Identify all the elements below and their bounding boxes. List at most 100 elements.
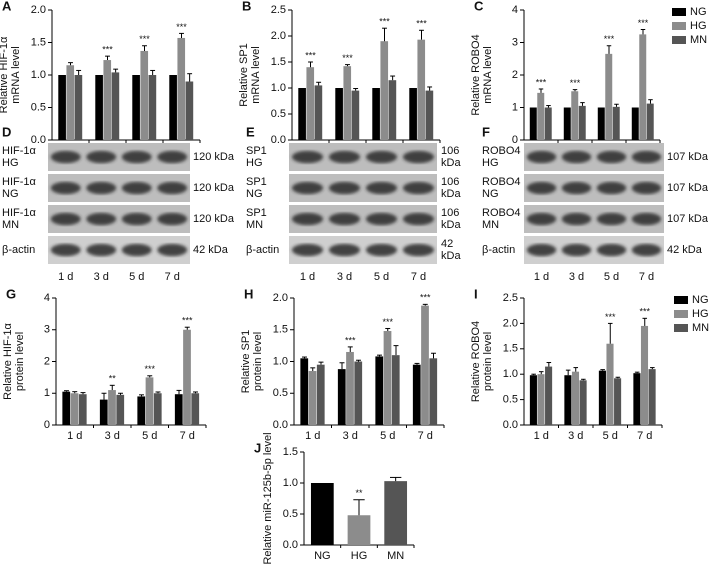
- error-bar: [347, 346, 353, 352]
- error-bar: [422, 303, 428, 306]
- size-label: 120 kDa: [193, 151, 235, 163]
- bar: [343, 66, 352, 140]
- blot-band: [596, 181, 627, 195]
- panel-letter: J: [254, 440, 261, 455]
- lane-label: 5 d: [129, 271, 144, 283]
- significance: ***: [379, 17, 390, 27]
- error-bar: [80, 392, 86, 395]
- bar: [308, 371, 317, 425]
- error-bar: [565, 369, 571, 376]
- blot-band: [631, 150, 662, 164]
- blot-band: [157, 212, 188, 226]
- bar: [111, 72, 120, 140]
- y-tick-label: 2: [512, 69, 518, 81]
- error-bar: [187, 73, 193, 82]
- size-label: 107 kDa: [667, 182, 709, 194]
- bar: [99, 399, 108, 425]
- x-tick-label: NG: [314, 550, 331, 562]
- error-bar: [176, 389, 182, 395]
- significance: ***: [420, 293, 431, 303]
- error-bar: [427, 86, 433, 91]
- error-bar: [316, 81, 322, 86]
- bar: [335, 88, 343, 140]
- size-label: 120 kDa: [193, 182, 235, 194]
- bar: [70, 393, 79, 425]
- y-tick-label: 1: [512, 101, 518, 113]
- bar: [375, 356, 384, 425]
- bar: [544, 107, 552, 140]
- row-label: β-actin: [2, 244, 35, 256]
- significance: ***: [144, 364, 155, 374]
- row-label: HG: [2, 157, 19, 169]
- bar: [314, 85, 323, 140]
- bar: [380, 41, 389, 141]
- error-bar: [118, 392, 123, 395]
- y-tick-label: 1.5: [271, 56, 286, 68]
- panel-letter: F: [482, 124, 490, 139]
- error-bar: [642, 317, 648, 326]
- x-tick-label: 3 d: [105, 430, 120, 442]
- error-bar: [614, 103, 619, 107]
- error-bar: [113, 68, 119, 73]
- blot-band: [365, 181, 398, 195]
- error-bar: [142, 45, 147, 51]
- blot-band: [526, 150, 557, 164]
- y-tick-label: 2.0: [31, 4, 46, 16]
- error-bar: [606, 45, 612, 54]
- size-label: 107 kDa: [667, 213, 709, 225]
- row-label: ROBO4: [482, 145, 521, 157]
- bar: [383, 331, 392, 425]
- error-bar: [580, 102, 585, 106]
- x-tick-label: 7 d: [637, 430, 652, 442]
- error-bar: [356, 359, 361, 362]
- y-tick-label: 0.5: [31, 101, 46, 113]
- blot-band: [526, 243, 557, 257]
- error-bar: [389, 476, 402, 482]
- error-bar: [353, 499, 365, 516]
- row-label: HG: [482, 157, 499, 169]
- y-tick-label: 2.5: [271, 4, 286, 16]
- blot-band: [157, 181, 188, 195]
- size-label: kDa: [441, 157, 461, 169]
- error-bar: [72, 391, 78, 394]
- lane-label: 5 d: [604, 271, 619, 283]
- row-label: SP1: [246, 145, 267, 157]
- error-bar: [139, 394, 144, 397]
- significance: **: [109, 374, 117, 384]
- bar: [298, 88, 306, 140]
- blot-band: [157, 243, 188, 257]
- bar: [316, 364, 325, 425]
- y-tick-label: 0.5: [503, 394, 518, 406]
- legend-swatch: [674, 310, 688, 318]
- y-tick-label: 0.5: [271, 108, 286, 120]
- significance: ***: [182, 316, 193, 326]
- bar: [384, 481, 408, 545]
- panel-letter: H: [244, 286, 253, 301]
- blot-band: [631, 243, 662, 257]
- bar: [571, 91, 579, 140]
- error-bar: [572, 89, 578, 92]
- y-tick-label: 2: [44, 355, 50, 367]
- row-label: MN: [246, 219, 263, 231]
- bar: [185, 81, 194, 140]
- blot-band: [328, 212, 361, 226]
- error-bar: [419, 29, 424, 40]
- error-bar: [155, 391, 161, 394]
- bar: [391, 355, 400, 425]
- row-label: HG: [246, 157, 263, 169]
- y-tick-label: 0.0: [503, 419, 518, 431]
- blot-band: [365, 150, 398, 164]
- bar: [612, 106, 620, 140]
- error-bar: [600, 369, 605, 371]
- bar: [537, 92, 545, 140]
- error-bar: [302, 356, 307, 359]
- lane-label: 1 d: [534, 271, 549, 283]
- blot-band: [50, 150, 81, 164]
- significance: ***: [382, 317, 393, 327]
- bar: [74, 75, 83, 140]
- blot-band: [291, 181, 324, 195]
- y-tick-label: 1.5: [31, 36, 46, 48]
- lane-label: 3 d: [569, 271, 584, 283]
- lane-label: 1 d: [300, 271, 315, 283]
- lane-label: 3 d: [337, 271, 352, 283]
